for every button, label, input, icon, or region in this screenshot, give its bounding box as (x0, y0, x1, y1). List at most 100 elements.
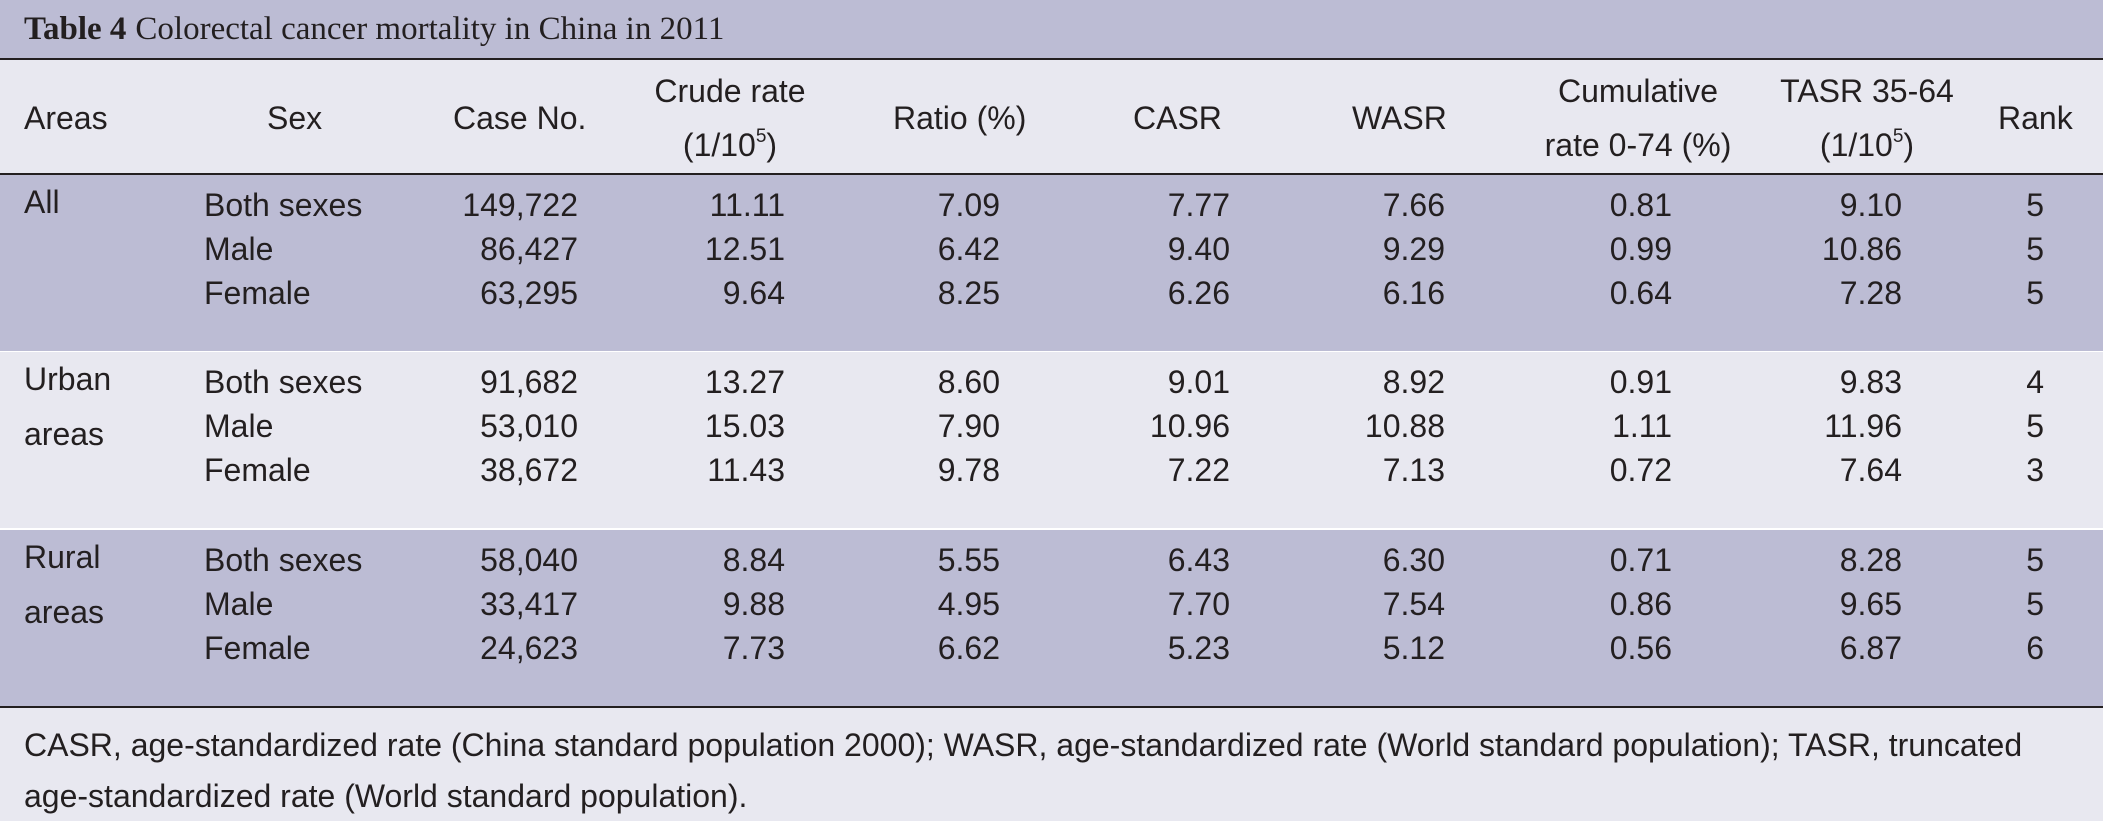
header-cumulative-range: rate 0-74 (%) (1544, 127, 1732, 163)
cell-cumulative: 1.11 (1612, 408, 1672, 444)
cell-ratio: 5.55 (937, 542, 1000, 578)
cell-wasr: 7.13 (1382, 452, 1445, 488)
area-label: Rural areas (24, 539, 105, 630)
cell-cumulative: 0.71 (1609, 542, 1672, 578)
cell-wasr: 6.16 (1382, 275, 1445, 311)
cell-casr: 7.70 (1167, 586, 1230, 622)
cell-crude: 13.27 (704, 364, 785, 400)
cell-cumulative: 0.99 (1609, 231, 1672, 267)
cell-casr: 5.23 (1167, 630, 1230, 666)
cell-case-no: 38,672 (480, 452, 578, 488)
header-crude-rate: Crude rate (654, 73, 806, 109)
cell-wasr: 9.29 (1382, 231, 1445, 267)
header-crude-rate-unit-base: (1/10 (682, 127, 756, 163)
cell-crude: 8.84 (722, 542, 785, 578)
cell-tasr: 9.83 (1839, 364, 1902, 400)
cell-casr: 10.96 (1149, 408, 1230, 444)
cell-wasr: 7.66 (1382, 187, 1445, 223)
cell-sex: Female (204, 275, 311, 311)
cell-ratio: 7.90 (937, 408, 1000, 444)
cell-cumulative: 0.72 (1609, 452, 1672, 488)
header-tasr-unit: (1/105) (1770, 118, 1964, 172)
cell-ratio: 9.78 (937, 452, 1000, 488)
cell-case-no: 91,682 (480, 364, 578, 400)
cell-crude: 11.43 (707, 452, 785, 488)
cell-wasr: 8.92 (1382, 364, 1445, 400)
cell-case-no: 53,010 (480, 408, 578, 444)
table-row: Male 53,010 15.03 7.90 10.96 10.88 1.11 11.96 5 (0, 404, 2103, 448)
cell-sex: Both sexes (204, 364, 363, 400)
cell-casr: 6.43 (1167, 542, 1230, 578)
cell-tasr: 11.96 (1824, 408, 1902, 444)
cell-sex: Female (204, 452, 311, 488)
table-row: Male 86,427 12.51 6.42 9.40 9.29 0.99 10.86 5 (0, 227, 2103, 271)
cell-crude: 11.11 (709, 187, 785, 223)
table-row: Female 38,672 11.43 9.78 7.22 7.13 0.72 7.64 3 (0, 448, 2103, 492)
cell-case-no: 63,295 (480, 275, 578, 311)
header-wasr: WASR (1352, 100, 1447, 136)
header-cumulative: Cumulative (1557, 73, 1719, 109)
cell-rank: 5 (2026, 408, 2044, 444)
cell-crude: 15.03 (704, 408, 785, 444)
table-row: Both sexes 149,722 11.11 7.09 7.77 7.66 0.81 9.… (0, 183, 2103, 227)
table-row: Both sexes 58,040 8.84 5.55 6.43 6.30 0.71 8.28… (0, 538, 2103, 582)
cell-sex: Female (204, 630, 311, 666)
row-group: Urban areas Both sexes 91,682 13.27 8.60 9.01… (0, 352, 2103, 528)
cell-wasr: 5.12 (1382, 630, 1445, 666)
table-row: Female 24,623 7.73 6.62 5.23 5.12 0.56 6.87 6 (0, 626, 2103, 670)
table-label: Table 4 (24, 10, 127, 47)
cell-sex: Male (204, 408, 274, 444)
cell-tasr: 10.86 (1821, 231, 1902, 267)
row-group: Rural areas Both sexes 58,040 8.84 5.55 6.43 6… (0, 530, 2103, 706)
cell-tasr: 7.64 (1839, 452, 1902, 488)
header-rank: Rank (1998, 100, 2073, 136)
cell-rank: 6 (2026, 630, 2044, 666)
cell-crude: 7.73 (722, 630, 785, 666)
cell-tasr: 6.87 (1839, 630, 1902, 666)
cell-ratio: 6.42 (937, 231, 1000, 267)
cell-ratio: 6.62 (937, 630, 1000, 666)
cell-sex: Both sexes (204, 187, 363, 223)
table-row: Male 33,417 9.88 4.95 7.70 7.54 0.86 9.65 5 (0, 582, 2103, 626)
cell-casr: 6.26 (1167, 275, 1230, 311)
table-row: Both sexes 91,682 13.27 8.60 9.01 8.92 0.91 9.8… (0, 360, 2103, 404)
cell-cumulative: 0.86 (1609, 586, 1672, 622)
table-caption: Colorectal cancer mortality in China in … (135, 10, 725, 47)
cell-case-no: 58,040 (480, 542, 578, 578)
table-header: Areas Sex Case No. Crude rate (1/105) Ra… (0, 60, 2103, 175)
cell-ratio: 8.25 (937, 275, 1000, 311)
cell-case-no: 24,623 (480, 630, 578, 666)
cell-crude: 9.64 (722, 275, 785, 311)
header-tasr-unit-base: (1/10 (1819, 127, 1893, 163)
cell-case-no: 86,427 (480, 231, 578, 267)
header-tasr: TASR 35-64 (1780, 73, 1954, 109)
cell-wasr: 6.30 (1382, 542, 1445, 578)
cell-casr: 9.01 (1167, 364, 1230, 400)
cell-rank: 3 (2026, 452, 2044, 488)
header-ratio: Ratio (%) (893, 100, 1027, 136)
header-areas: Areas (24, 100, 108, 136)
cell-tasr: 9.65 (1839, 586, 1902, 622)
cell-rank: 5 (2026, 542, 2044, 578)
area-label: All (24, 184, 60, 220)
cell-casr: 7.77 (1167, 187, 1230, 223)
header-crude-rate-unit-close: ) (766, 127, 778, 163)
cell-wasr: 10.88 (1364, 408, 1445, 444)
header-crude-rate-unit-exp: 5 (755, 126, 767, 147)
cell-rank: 5 (2026, 586, 2044, 622)
header-tasr-unit-close: ) (1903, 127, 1915, 163)
cell-ratio: 8.60 (937, 364, 1000, 400)
cell-case-no: 149,722 (462, 187, 578, 223)
cell-tasr: 7.28 (1839, 275, 1902, 311)
table-title: Table 4 Colorectal cancer mortality in C… (0, 0, 2103, 60)
cell-rank: 4 (2026, 364, 2044, 400)
cell-casr: 9.40 (1167, 231, 1230, 267)
table-row: Female 63,295 9.64 8.25 6.26 6.16 0.64 7.28 5 (0, 271, 2103, 315)
cell-cumulative: 0.91 (1609, 364, 1672, 400)
cell-rank: 5 (2026, 231, 2044, 267)
header-case-no: Case No. (453, 100, 587, 136)
cell-sex: Both sexes (204, 542, 363, 578)
cell-sex: Male (204, 231, 274, 267)
cell-sex: Male (204, 586, 274, 622)
